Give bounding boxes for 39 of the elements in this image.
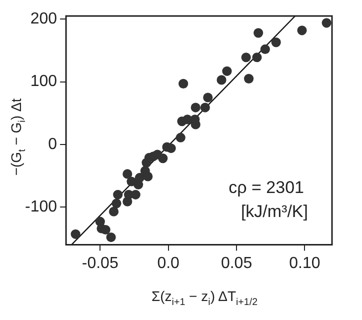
x-tick-label: -0.05	[82, 254, 118, 272]
point	[254, 28, 264, 38]
point	[134, 172, 144, 183]
point	[322, 18, 332, 28]
point	[112, 198, 122, 208]
point	[106, 232, 116, 242]
point	[241, 52, 251, 62]
x-tick-label: 0.10	[289, 254, 320, 272]
point	[271, 38, 281, 48]
point	[100, 224, 110, 235]
point	[252, 52, 262, 62]
point	[130, 190, 140, 200]
point	[113, 190, 123, 200]
point	[126, 176, 136, 186]
point	[244, 74, 254, 84]
point	[70, 229, 80, 239]
point	[260, 44, 270, 54]
point	[178, 78, 188, 88]
x-tick-label: 0.05	[220, 254, 252, 272]
point	[176, 132, 186, 142]
point	[143, 172, 153, 182]
x-axis-title: Σ(z$_{i+1}$ − z$_{i}$) ΔT$_{i+1/2}$	[150, 288, 259, 308]
point	[216, 75, 226, 85]
point	[297, 26, 307, 36]
point	[158, 153, 168, 164]
y-tick-label: 0	[48, 136, 58, 153]
point	[108, 206, 119, 216]
x-tick-label: 0.0	[157, 254, 180, 272]
point	[222, 66, 232, 76]
annotation: [kJ/m³/K]	[240, 202, 308, 221]
point	[200, 102, 210, 112]
point	[122, 169, 132, 179]
point	[190, 102, 200, 112]
annotation: cρ = 2301	[228, 178, 304, 197]
y-tick-label: 100	[30, 73, 58, 90]
point	[203, 92, 213, 102]
y-tick-label: 200	[30, 10, 58, 28]
y-tick-label: -100	[24, 198, 58, 216]
point	[166, 143, 176, 154]
